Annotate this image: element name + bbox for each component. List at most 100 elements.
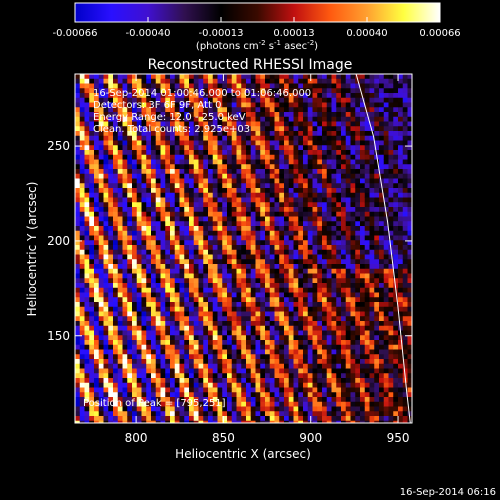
heatmap-cell <box>189 382 195 388</box>
heatmap-cell <box>236 126 242 132</box>
heatmap-cell <box>379 121 385 127</box>
heatmap-cell <box>122 411 128 417</box>
heatmap-cell <box>265 121 271 127</box>
heatmap-cell <box>331 387 337 393</box>
heatmap-cell <box>231 197 237 203</box>
heatmap-cell <box>336 135 342 141</box>
heatmap-cell <box>227 264 233 270</box>
heatmap-cell <box>303 235 309 241</box>
heatmap-cell <box>217 344 223 350</box>
heatmap-cell <box>312 211 318 217</box>
heatmap-cell <box>265 226 271 232</box>
heatmap-cell <box>141 378 147 384</box>
heatmap-cell <box>288 325 294 331</box>
heatmap-cell <box>113 387 119 393</box>
heatmap-cell <box>317 126 323 132</box>
heatmap-cell <box>360 207 366 213</box>
heatmap-cell <box>360 302 366 308</box>
heatmap-cell <box>241 340 247 346</box>
heatmap-cell <box>84 249 90 255</box>
heatmap-cell <box>113 83 119 89</box>
heatmap-cell <box>236 297 242 303</box>
heatmap-cell <box>293 135 299 141</box>
heatmap-cell <box>122 297 128 303</box>
heatmap-cell <box>307 335 313 341</box>
heatmap-cell <box>84 230 90 236</box>
heatmap-cell <box>279 249 285 255</box>
heatmap-cell <box>184 192 190 198</box>
heatmap-cell <box>265 245 271 251</box>
heatmap-cell <box>345 420 351 423</box>
heatmap-cell <box>326 268 332 274</box>
heatmap-cell <box>141 221 147 227</box>
heatmap-cell <box>146 88 152 94</box>
heatmap-cell <box>136 420 142 423</box>
heatmap-cell <box>374 164 380 170</box>
heatmap-cell <box>79 311 85 317</box>
heatmap-cell <box>227 230 233 236</box>
heatmap-cell <box>379 192 385 198</box>
heatmap-cell <box>269 226 275 232</box>
heatmap-cell <box>288 197 294 203</box>
heatmap-cell <box>155 264 161 270</box>
heatmap-cell <box>198 378 204 384</box>
heatmap-cell <box>222 401 228 407</box>
heatmap-cell <box>293 107 299 113</box>
heatmap-cell <box>208 240 214 246</box>
heatmap-cell <box>174 93 180 99</box>
heatmap-cell <box>364 131 370 137</box>
heatmap-cell <box>236 283 242 289</box>
heatmap-cell <box>298 302 304 308</box>
heatmap-cell <box>331 382 337 388</box>
heatmap-cell <box>113 259 119 265</box>
heatmap-cell <box>89 411 95 417</box>
heatmap-cell <box>170 306 176 312</box>
heatmap-cell <box>222 240 228 246</box>
heatmap-cell <box>374 235 380 241</box>
heatmap-cell <box>108 164 114 170</box>
heatmap-cell <box>241 221 247 227</box>
heatmap-cell <box>274 302 280 308</box>
heatmap-cell <box>108 121 114 127</box>
heatmap-cell <box>84 397 90 403</box>
heatmap-cell <box>317 359 323 365</box>
heatmap-cell <box>103 226 109 232</box>
heatmap-cell <box>217 335 223 341</box>
heatmap-cell <box>331 159 337 165</box>
heatmap-cell <box>288 349 294 355</box>
heatmap-cell <box>388 354 394 360</box>
heatmap-cell <box>345 112 351 118</box>
heatmap-cell <box>317 116 323 122</box>
heatmap-cell <box>208 150 214 156</box>
heatmap-cell <box>155 330 161 336</box>
heatmap-cell <box>94 188 100 194</box>
heatmap-cell <box>108 340 114 346</box>
heatmap-cell <box>222 150 228 156</box>
heatmap-cell <box>236 202 242 208</box>
heatmap-cell <box>222 292 228 298</box>
heatmap-cell <box>312 116 318 122</box>
heatmap-cell <box>250 159 256 165</box>
heatmap-cell <box>198 387 204 393</box>
heatmap-cell <box>174 211 180 217</box>
heatmap-cell <box>379 340 385 346</box>
heatmap-cell <box>103 401 109 407</box>
heatmap-cell <box>374 406 380 412</box>
heatmap-cell <box>84 207 90 213</box>
heatmap-cell <box>255 235 261 241</box>
heatmap-cell <box>336 387 342 393</box>
heatmap-cell <box>317 178 323 184</box>
heatmap-cell <box>246 97 252 103</box>
heatmap-cell <box>94 78 100 84</box>
heatmap-cell <box>265 306 271 312</box>
heatmap-cell <box>117 97 123 103</box>
heatmap-cell <box>293 254 299 260</box>
heatmap-cell <box>75 197 81 203</box>
heatmap-cell <box>189 102 195 108</box>
heatmap-cell <box>345 321 351 327</box>
heatmap-cell <box>84 140 90 146</box>
heatmap-cell <box>170 273 176 279</box>
heatmap-cell <box>312 178 318 184</box>
heatmap-cell <box>274 107 280 113</box>
heatmap-cell <box>312 297 318 303</box>
